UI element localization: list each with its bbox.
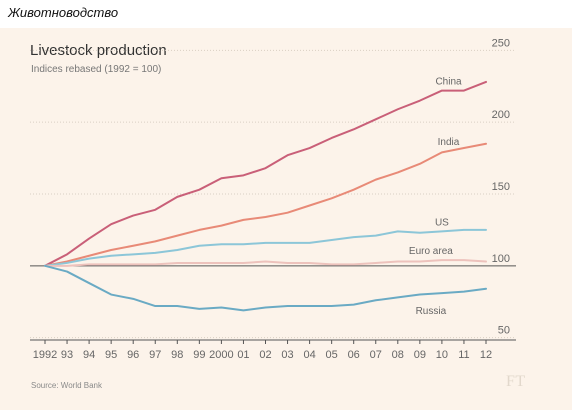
x-tick-label: 97 [149,349,161,361]
x-tick-label: 12 [480,349,492,361]
y-tick-label: 200 [492,109,510,121]
x-tick-label: 04 [303,349,315,361]
x-tick-label: 98 [171,349,183,361]
x-tick-label: 03 [281,349,293,361]
x-tick-label: 1992 [33,349,57,361]
x-tick-label: 93 [61,349,73,361]
series-line-india [44,142,487,267]
x-tick-label: 11 [458,349,469,361]
x-tick-label: 05 [326,349,338,361]
x-tick-label: 96 [127,349,139,361]
series-label: US [435,217,449,228]
series-line-russia [44,264,487,312]
series-line-euro-area [44,259,487,267]
ft-logo: FT [506,373,526,390]
x-tick-label: 09 [414,349,426,361]
chart-title: Livestock production [30,42,167,59]
series-line-us [44,228,487,267]
y-tick-label: 150 [492,181,510,193]
source-note: Source: World Bank [31,381,102,390]
x-tick-label: 01 [237,349,249,361]
x-tick-label: 08 [392,349,404,361]
x-tick-label: 02 [259,349,271,361]
x-tick-label: 10 [436,349,448,361]
chart-subtitle: Indices rebased (1992 = 100) [31,64,162,75]
chart-panel [0,28,572,410]
x-tick-label: 2000 [209,349,233,361]
caption: Животноводство [8,5,119,20]
series-label: Euro area [409,246,453,257]
y-tick-label: 50 [498,325,510,337]
y-tick-label: 100 [492,253,510,265]
series-label: Russia [416,306,447,317]
x-tick-label: 06 [348,349,360,361]
y-tick-label: 250 [492,37,510,49]
series-line-china [44,80,487,267]
series-label: India [438,137,460,148]
x-tick-label: 07 [370,349,382,361]
series-label: China [435,77,462,88]
x-tick-label: 99 [193,349,205,361]
x-tick-label: 94 [83,349,95,361]
x-tick-label: 95 [105,349,117,361]
